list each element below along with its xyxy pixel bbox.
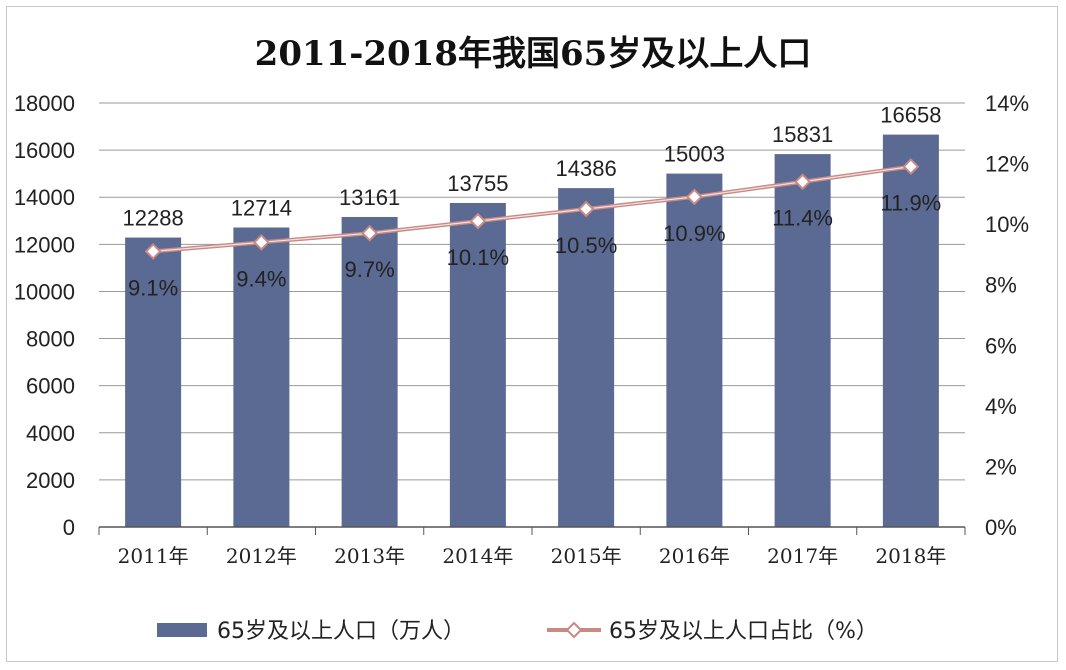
line-point-marker xyxy=(252,233,270,251)
chart-canvas: 2011-2018年我国65岁及以上人口 0 2000 4000 6000 8000 10… xyxy=(14,34,1029,644)
y-left-tick-label: 10000 xyxy=(14,279,75,304)
line-value-label: 9.1% xyxy=(128,275,178,300)
y-left-tick-label: 6000 xyxy=(26,374,75,399)
line-point-marker xyxy=(144,242,162,260)
bar-2018年 xyxy=(882,134,939,527)
line-path-highlight xyxy=(153,166,911,252)
y-left-tick-label: 8000 xyxy=(26,327,75,352)
line-point-marker xyxy=(361,224,379,242)
bar-series xyxy=(125,134,939,528)
line-point-marker xyxy=(577,200,595,218)
y-right-tick-label: 2% xyxy=(985,454,1017,479)
y-left-tick-label: 18000 xyxy=(14,91,75,116)
y-right-tick-label: 0% xyxy=(985,515,1017,540)
bar-2016年 xyxy=(666,173,723,527)
chart-frame: 2011-2018年我国65岁及以上人口 0 2000 4000 6000 8000 10… xyxy=(6,6,1058,662)
x-tick-label: 2017年 xyxy=(767,544,838,568)
axes: 0 2000 4000 6000 8000 10000 12000 14000 16000 180… xyxy=(14,91,1029,568)
legend-line-marker xyxy=(565,621,583,639)
line-value-label: 11.9% xyxy=(881,191,942,216)
legend-line-label: 65岁及以上人口占比（%） xyxy=(609,619,878,644)
line-value-label: 9.7% xyxy=(345,257,395,282)
chart-title: 2011-2018年我国65岁及以上人口 xyxy=(255,34,812,74)
line-point-marker xyxy=(685,188,703,206)
legend-bar-swatch xyxy=(157,623,207,637)
bar-value-label: 15003 xyxy=(664,142,725,167)
y-left-tick-label: 12000 xyxy=(14,232,75,257)
bar-2012年 xyxy=(233,227,290,528)
bar-2014年 xyxy=(449,202,506,527)
line-point-marker xyxy=(469,212,487,230)
x-tick-label: 2018年 xyxy=(875,544,946,568)
x-tick-label: 2015年 xyxy=(551,544,622,568)
line-value-label: 10.9% xyxy=(663,221,725,246)
bar-2017年 xyxy=(774,154,831,528)
y-left-tick-label: 0 xyxy=(63,515,75,540)
legend: 65岁及以上人口（万人） 65岁及以上人口占比（%） xyxy=(157,619,878,644)
x-tick-label: 2014年 xyxy=(442,544,513,568)
bar-value-label: 12714 xyxy=(231,196,292,221)
y-left-tick-label: 14000 xyxy=(14,185,75,210)
data-labels: 12288 12714 13161 13755 14386 15003 15831 16658… xyxy=(123,103,942,301)
y-right-tick-label: 14% xyxy=(985,91,1029,116)
line-value-label: 10.1% xyxy=(447,245,509,270)
x-tick-label: 2011年 xyxy=(118,544,189,568)
bar-2013年 xyxy=(341,216,398,527)
line-value-label: 10.5% xyxy=(555,233,617,258)
line-value-label: 11.4% xyxy=(772,206,833,231)
bar-value-label: 12288 xyxy=(123,206,184,231)
y-left-tick-label: 4000 xyxy=(26,421,75,446)
x-tick-label: 2013年 xyxy=(334,544,405,568)
y-left-tick-label: 2000 xyxy=(26,468,75,493)
bar-value-label: 14386 xyxy=(556,156,617,181)
y-right-tick-label: 6% xyxy=(985,333,1017,358)
line-point-marker xyxy=(902,158,920,176)
legend-bar-label: 65岁及以上人口（万人） xyxy=(217,619,465,644)
y-right-tick-label: 8% xyxy=(985,273,1017,298)
y-right-tick-label: 4% xyxy=(985,394,1017,419)
bar-2011年 xyxy=(125,237,182,528)
y-right-tick-label: 12% xyxy=(985,152,1029,177)
gridlines xyxy=(99,102,965,481)
line-point-marker xyxy=(794,173,812,191)
bar-2015年 xyxy=(558,188,615,528)
line-value-label: 9.4% xyxy=(236,266,286,291)
bar-value-label: 15831 xyxy=(772,122,833,147)
x-tick-label: 2016年 xyxy=(659,544,730,568)
y-right-tick-label: 10% xyxy=(985,212,1029,237)
bar-value-label: 16658 xyxy=(880,103,941,128)
y-left-tick-label: 16000 xyxy=(14,138,75,163)
bar-value-label: 13161 xyxy=(339,185,400,210)
bar-value-label: 13755 xyxy=(447,171,508,196)
line-series xyxy=(144,158,920,260)
x-tick-label: 2012年 xyxy=(226,544,297,568)
